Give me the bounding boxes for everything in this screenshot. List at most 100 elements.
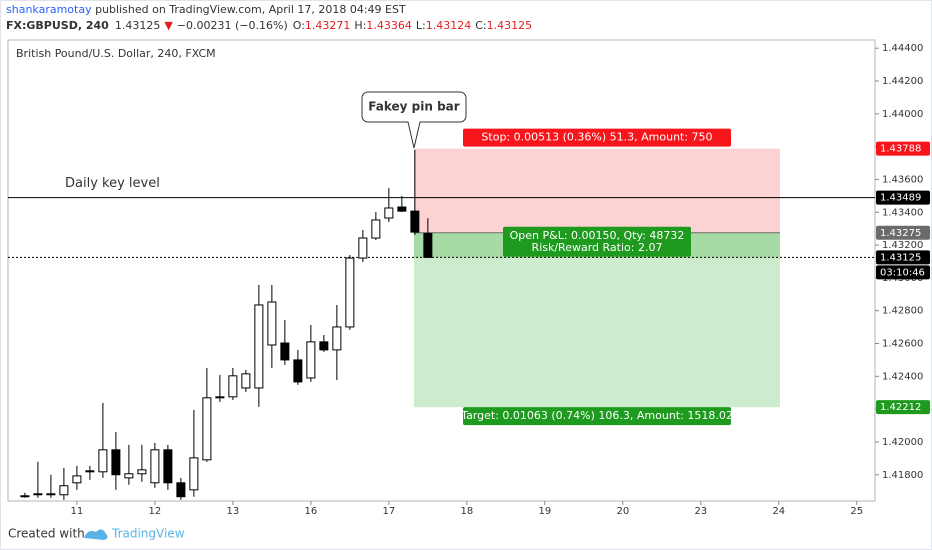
candle-body: [33, 493, 43, 496]
h: 1.43364: [366, 19, 412, 32]
x-tick-label: 18: [460, 506, 473, 517]
c: 1.43125: [487, 19, 533, 32]
candle-body: [423, 232, 433, 258]
o-label: O:: [293, 19, 305, 32]
y-tick-label: 1.42800: [882, 306, 923, 317]
l-label: L:: [416, 19, 426, 32]
candle-body: [306, 341, 316, 379]
position-label-bg: [503, 226, 691, 257]
price-badge-label: 03:10:46: [880, 267, 925, 278]
candle-body: [319, 341, 329, 351]
x-tick-label: 23: [694, 506, 707, 517]
footer-brand[interactable]: TradingView: [111, 527, 185, 541]
plot-frame: [7, 39, 876, 502]
candle-body: [280, 342, 290, 361]
x-tick-label: 20: [616, 506, 629, 517]
callout: [361, 91, 467, 149]
position-label-bg: [463, 128, 731, 147]
header-line1: shankaramotay published on TradingView.c…: [6, 3, 406, 16]
x-tick-label: 12: [149, 506, 162, 517]
price-badge: [876, 190, 930, 205]
plot: 1.418001.420001.422001.424001.426001.428…: [8, 43, 930, 517]
position-label: Stop: 0.00513 (0.36%) 51.3, Amount: 750: [481, 131, 712, 144]
candle-body: [85, 470, 95, 473]
y-tick-label: 1.44000: [882, 109, 923, 120]
published: published on TradingView.com, April 17, …: [92, 3, 406, 16]
position-label: Risk/Reward Ratio: 2.07: [532, 241, 663, 254]
price-badge: [876, 141, 930, 156]
price-badge-label: 1.43275: [880, 228, 921, 239]
candle-body: [410, 210, 420, 233]
candle-body: [384, 207, 394, 219]
x-tick-label: 17: [382, 506, 395, 517]
position-label-bg: [463, 407, 731, 426]
candle-body: [124, 473, 134, 479]
candle-body: [137, 469, 147, 475]
candle-body: [98, 449, 108, 473]
candle-body: [397, 206, 407, 212]
symbol: FX:GBPUSD, 240: [6, 19, 109, 32]
logo: [84, 529, 108, 540]
price-badge-label: 1.43788: [880, 144, 921, 155]
candle-body: [332, 326, 342, 351]
l: 1.43124: [426, 19, 472, 32]
y-tick-label: 1.43200: [882, 240, 923, 251]
x-tick-label: 11: [71, 506, 84, 517]
candle-body: [163, 449, 173, 484]
candle-body: [358, 237, 368, 259]
candle-body: [111, 449, 121, 476]
price-badge: [876, 400, 930, 415]
candle-body: [215, 396, 225, 399]
price-badge: [876, 225, 930, 240]
price-badge: [876, 250, 930, 265]
position-label: Target: 0.01063 (0.74%) 106.3, Amount: 1…: [460, 409, 733, 422]
candle-body: [20, 495, 30, 498]
author[interactable]: shankaramotay: [6, 3, 92, 16]
chart-title: British Pound/U.S. Dollar, 240, FXCM: [16, 47, 216, 60]
candle-body: [254, 304, 264, 389]
x-tick-label: 19: [538, 506, 551, 517]
position-label: Open P&L: 0.00150, Qty: 48732: [510, 229, 685, 242]
last: 1.43125: [115, 19, 161, 32]
candle-body: [241, 373, 251, 389]
y-tick-label: 1.44400: [882, 43, 923, 54]
c-label: C:: [475, 19, 486, 32]
y-tick-label: 1.43400: [882, 207, 923, 218]
candle-body: [345, 257, 355, 328]
candle-body: [189, 457, 199, 491]
candle-body: [293, 359, 303, 383]
x-tick-label: 25: [850, 506, 863, 517]
candle-body: [228, 375, 238, 398]
y-tick-label: 1.44200: [882, 76, 923, 87]
y-tick-label: 1.41800: [882, 470, 923, 481]
candle-body: [371, 219, 381, 239]
candle-body: [59, 485, 69, 496]
y-tick-label: 1.42000: [882, 437, 923, 448]
price-badge-label: 1.42212: [880, 402, 921, 413]
header-line2: FX:GBPUSD, 240 1.43125 ▼ −0.00231 (−0.16%) O…: [6, 19, 532, 32]
stop-zone: [414, 148, 780, 233]
change: −0.00231 (−0.16%): [177, 19, 288, 32]
candle-body: [72, 475, 82, 484]
price-badge: [876, 265, 930, 280]
y-tick-label: 1.42600: [882, 339, 923, 350]
o: 1.43271: [305, 19, 351, 32]
x-tick-label: 13: [227, 506, 240, 517]
annotation: Fakey pin bar: [368, 100, 460, 114]
key-level-label: Daily key level: [65, 176, 160, 191]
y-tick-label: 1.42400: [882, 371, 923, 382]
candle-body: [176, 482, 186, 498]
h-label: H:: [354, 19, 366, 32]
x-tick-label: 24: [772, 506, 785, 517]
candle-body: [150, 449, 160, 484]
price-badge-label: 1.43489: [880, 193, 921, 204]
candle-body: [46, 493, 56, 496]
candle-body: [267, 301, 277, 346]
target-zone: [414, 232, 780, 408]
price-badge-label: 1.43125: [880, 252, 921, 263]
x-tick-label: 16: [304, 506, 317, 517]
footer-created: Created with: [8, 527, 85, 541]
y-tick-label: 1.43600: [882, 174, 923, 185]
